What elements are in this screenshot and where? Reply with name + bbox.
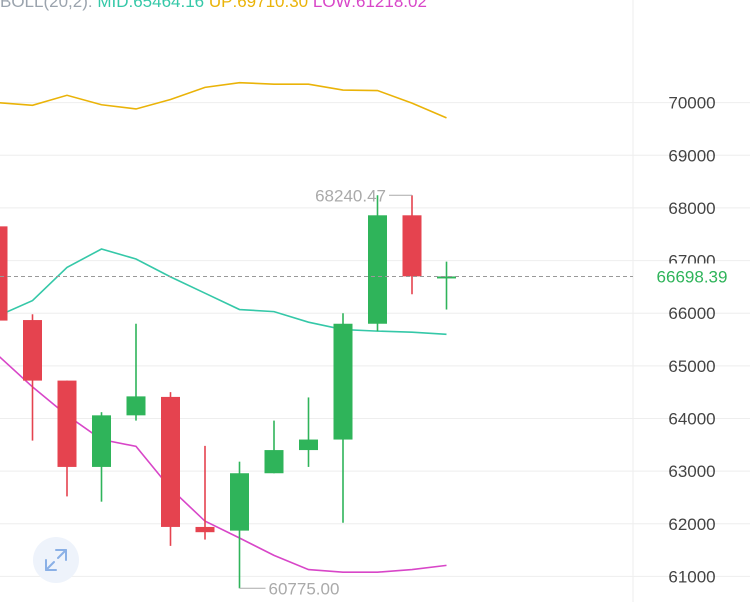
y-tick-69000: 69000 [668, 146, 715, 165]
low-label: LOW:61218.02 [312, 0, 427, 11]
candle-body-1 [23, 320, 42, 381]
expand-button[interactable] [33, 537, 79, 583]
candle-body-3 [92, 415, 111, 467]
boll-label: BOLL(20,2): [0, 0, 93, 11]
y-tick-61000: 61000 [668, 567, 715, 586]
y-tick-63000: 63000 [668, 462, 715, 481]
expand-icon [45, 549, 67, 571]
candle-body-4 [126, 396, 146, 416]
current-price-label: 66698.39 [657, 267, 728, 286]
candle-body-6 [195, 526, 215, 533]
y-tick-66000: 66000 [668, 304, 715, 323]
y-tick-68000: 68000 [668, 199, 715, 218]
candle-body-7 [230, 473, 249, 531]
mid-label: MID:65464.16 [97, 0, 205, 11]
candle-body-8 [264, 450, 284, 474]
y-tick-64000: 64000 [668, 409, 715, 428]
up-label: UP:69710.30 [208, 0, 309, 11]
candle-body-2 [57, 380, 77, 467]
candle-body-13 [437, 276, 456, 279]
candle-body-0 [0, 226, 8, 321]
y-tick-65000: 65000 [668, 357, 715, 376]
candle-body-9 [299, 439, 318, 451]
y-tick-62000: 62000 [668, 515, 715, 534]
candle-body-10 [333, 323, 353, 440]
current-price-box [634, 263, 750, 290]
y-tick-70000: 70000 [668, 94, 715, 113]
high-annotation-label: 68240.47 [315, 186, 386, 205]
candle-body-12 [402, 215, 422, 277]
mid-band-line [0, 248, 447, 336]
up-band-line [0, 81, 447, 119]
low-annotation-label: 60775.00 [269, 579, 340, 598]
candle-body-5 [161, 396, 180, 527]
candle-body-11 [368, 215, 387, 324]
boll-legend: BOLL(20,2): MID:65464.16 UP:69710.30 LOW… [0, 0, 427, 12]
